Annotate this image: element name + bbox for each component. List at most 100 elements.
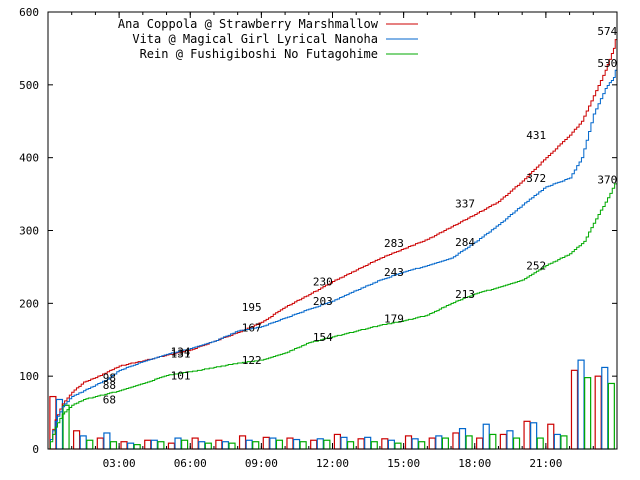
data-label: 122 (242, 354, 262, 367)
legend-entry: Ana Coppola @ Strawberry Marshmallow (118, 17, 379, 31)
y-tick-label: 200 (19, 297, 39, 310)
data-label: 252 (526, 259, 546, 272)
hourly-bar (506, 430, 514, 450)
hourly-bar (452, 432, 460, 450)
hourly-bar (387, 439, 395, 450)
hourly-bar (435, 435, 443, 450)
hourly-bar (167, 442, 176, 450)
hourly-bar (418, 441, 426, 450)
y-tick-label: 100 (19, 370, 39, 383)
hourly-bar (191, 437, 199, 450)
data-label: 131 (171, 348, 191, 361)
hourly-bar (109, 441, 118, 450)
hourly-bar (316, 438, 324, 450)
hourly-bar (96, 437, 104, 450)
hourly-bar (72, 430, 81, 450)
x-tick-label: 03:00 (103, 457, 136, 470)
data-label: 179 (384, 313, 404, 326)
hourly-bar (127, 442, 135, 450)
hourly-bar (340, 436, 348, 450)
x-tick-label: 12:00 (316, 457, 349, 470)
hourly-bar (381, 438, 389, 450)
hourly-bar (103, 432, 111, 450)
hourly-bar (370, 441, 378, 450)
hourly-bar (215, 439, 223, 450)
hourly-bars (49, 359, 615, 450)
hourly-bar (364, 436, 372, 450)
hourly-bar (157, 441, 165, 450)
hourly-bar (79, 435, 87, 450)
hourly-bar (245, 439, 253, 450)
data-label: 337 (455, 198, 475, 211)
x-tick-label: 18:00 (458, 457, 491, 470)
data-label: 372 (526, 172, 546, 185)
hourly-bar (133, 444, 141, 450)
data-label: 98 (103, 372, 116, 385)
data-label: 213 (455, 288, 475, 301)
data-label: 88 (103, 379, 116, 392)
series-line (48, 179, 618, 450)
hourly-bar (310, 439, 318, 450)
hourly-bar (252, 441, 260, 450)
hourly-bar (394, 442, 402, 450)
hourly-bar (594, 375, 602, 450)
hourly-bar (547, 423, 555, 450)
y-tick-label: 300 (19, 225, 39, 238)
hourly-bar (584, 377, 592, 450)
hourly-bar (275, 439, 284, 450)
legend-entry: Rein @ Fushigiboshi No Futagohime (140, 47, 378, 61)
data-label: 167 (242, 321, 262, 334)
hourly-bar (299, 441, 307, 450)
y-tick-label: 0 (32, 443, 39, 456)
hourly-bar (601, 366, 609, 450)
hourly-bar (198, 441, 206, 450)
hourly-bar (465, 435, 473, 450)
hourly-bar (553, 433, 561, 450)
hourly-bar (530, 422, 538, 450)
hourly-bar (181, 439, 189, 450)
hourly-bar (228, 442, 236, 450)
hourly-bar (357, 438, 365, 450)
hourly-bar (404, 435, 413, 450)
legend: Ana Coppola @ Strawberry MarshmallowVita… (118, 17, 418, 61)
hourly-bar (577, 359, 585, 450)
hourly-bar (523, 420, 531, 450)
hourly-bar (512, 437, 521, 450)
hourly-bar (262, 436, 270, 450)
series-line (48, 30, 618, 450)
x-tick-label: 21:00 (529, 457, 562, 470)
data-label: 283 (384, 237, 404, 250)
data-label: 243 (384, 266, 404, 279)
series-line (48, 62, 618, 450)
data-labels: 98 134 195 230 283 337 431 574 88 131 167 203 243 284… (103, 25, 618, 407)
hourly-bar (150, 439, 158, 450)
legend-entry: Vita @ Magical Girl Lyrical Nanoha (132, 32, 378, 46)
hourly-bar (86, 439, 94, 450)
hourly-bar (269, 437, 277, 450)
hourly-bar (482, 423, 490, 450)
plot-frame (47, 11, 618, 450)
hourly-bar (411, 438, 419, 450)
hourly-bar (221, 441, 230, 450)
data-label: 230 (313, 275, 333, 288)
hourly-bar (323, 439, 331, 450)
data-label: 574 (597, 25, 617, 38)
data-label: 68 (103, 393, 116, 406)
data-label: 154 (313, 331, 333, 344)
series-lines (48, 30, 618, 450)
hourly-bar (204, 442, 212, 450)
y-tick-label: 500 (19, 79, 39, 92)
hourly-bar (174, 437, 182, 450)
hourly-bar (120, 441, 128, 450)
data-label: 431 (526, 129, 546, 142)
hourly-bar (607, 382, 615, 450)
data-label: 530 (597, 57, 617, 70)
hourly-bar (428, 437, 436, 450)
hourly-bar (144, 439, 152, 450)
hourly-bar (489, 433, 497, 450)
hourly-bar (238, 435, 247, 450)
x-tick-label: 15:00 (387, 457, 420, 470)
data-label: 134 (171, 345, 191, 358)
data-label: 370 (597, 174, 617, 187)
